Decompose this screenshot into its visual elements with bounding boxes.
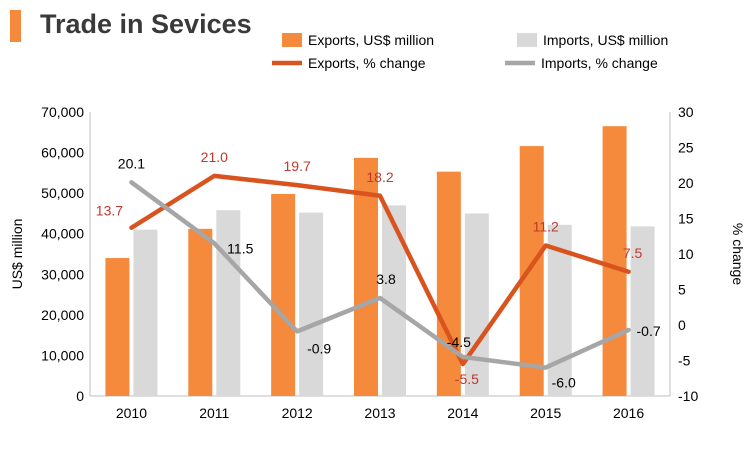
- y2-tick-label: 10: [678, 246, 694, 262]
- y-tick-label: 30,000: [41, 266, 84, 282]
- exports-change-label: 13.7: [96, 203, 123, 219]
- exports-bar: [519, 146, 544, 396]
- y2-tick-label: 0: [678, 317, 686, 333]
- legend-imports-bar-swatch: [517, 33, 537, 47]
- exports-change-label: 21.0: [201, 149, 228, 165]
- y2-tick-label: 15: [678, 211, 694, 227]
- y-tick-label: 40,000: [41, 226, 84, 242]
- legend-imports-line-label: Imports, % change: [541, 55, 658, 71]
- x-tick-label: 2011: [199, 405, 229, 421]
- legend-exports-bar-swatch: [282, 33, 302, 47]
- exports-change-label: 7.5: [623, 245, 643, 261]
- y2-tick-label: 25: [678, 140, 694, 156]
- exports-bar: [602, 126, 627, 396]
- x-tick-label: 2010: [116, 405, 147, 421]
- x-tick-label: 2013: [364, 405, 395, 421]
- x-tick-label: 2012: [282, 405, 313, 421]
- exports-change-label: -5.5: [455, 371, 479, 387]
- y2-tick-label: 5: [678, 282, 686, 298]
- y2-tick-label: 30: [678, 104, 694, 120]
- title-accent-bar: [10, 10, 21, 42]
- exports-change-label: 11.2: [533, 218, 559, 234]
- y-tick-label: 0: [76, 388, 84, 404]
- imports-change-label: -6.0: [552, 375, 576, 391]
- imports-bar: [299, 212, 324, 396]
- legend-imports-bar-label: Imports, US$ million: [543, 32, 668, 48]
- exports-change-label: 18.2: [366, 169, 393, 185]
- imports-change-label: -4.5: [447, 334, 471, 350]
- y-tick-label: 20,000: [41, 307, 84, 323]
- x-tick-label: 2015: [530, 405, 561, 421]
- legend-exports-bar-label: Exports, US$ million: [308, 32, 434, 48]
- imports-change-label: 11.5: [227, 240, 253, 256]
- exports-bar: [105, 258, 130, 396]
- imports-change-label: -0.7: [637, 323, 661, 339]
- y2-tick-label: -5: [678, 353, 691, 369]
- imports-change-label: -0.9: [307, 340, 331, 356]
- y-axis-title: US$ million: [9, 219, 25, 290]
- imports-change-line: [129, 180, 631, 370]
- y2-tick-label: -10: [678, 388, 698, 404]
- exports-bar: [271, 193, 296, 396]
- y-tick-label: 10,000: [41, 347, 84, 363]
- chart-title: Trade in Sevices: [40, 9, 252, 39]
- imports-change-label: 3.8: [376, 271, 396, 287]
- y-tick-label: 50,000: [41, 185, 84, 201]
- x-tick-label: 2014: [447, 405, 478, 421]
- y2-tick-label: 20: [678, 175, 694, 191]
- imports-change-label: 20.1: [118, 155, 145, 171]
- y-tick-label: 60,000: [41, 145, 84, 161]
- exports-bar: [354, 157, 378, 396]
- exports-bar: [188, 228, 213, 396]
- imports-bar: [464, 213, 489, 396]
- legend-exports-line-label: Exports, % change: [308, 55, 426, 71]
- exports-change-line: [129, 173, 631, 367]
- imports-bar: [216, 210, 241, 396]
- exports-bar: [436, 171, 461, 396]
- exports-change-label: 19.7: [284, 158, 311, 174]
- imports-bar: [630, 226, 655, 396]
- y2-axis-title: % change: [730, 223, 746, 285]
- imports-bar: [133, 229, 158, 396]
- y-tick-label: 70,000: [41, 104, 84, 120]
- x-tick-label: 2016: [613, 405, 644, 421]
